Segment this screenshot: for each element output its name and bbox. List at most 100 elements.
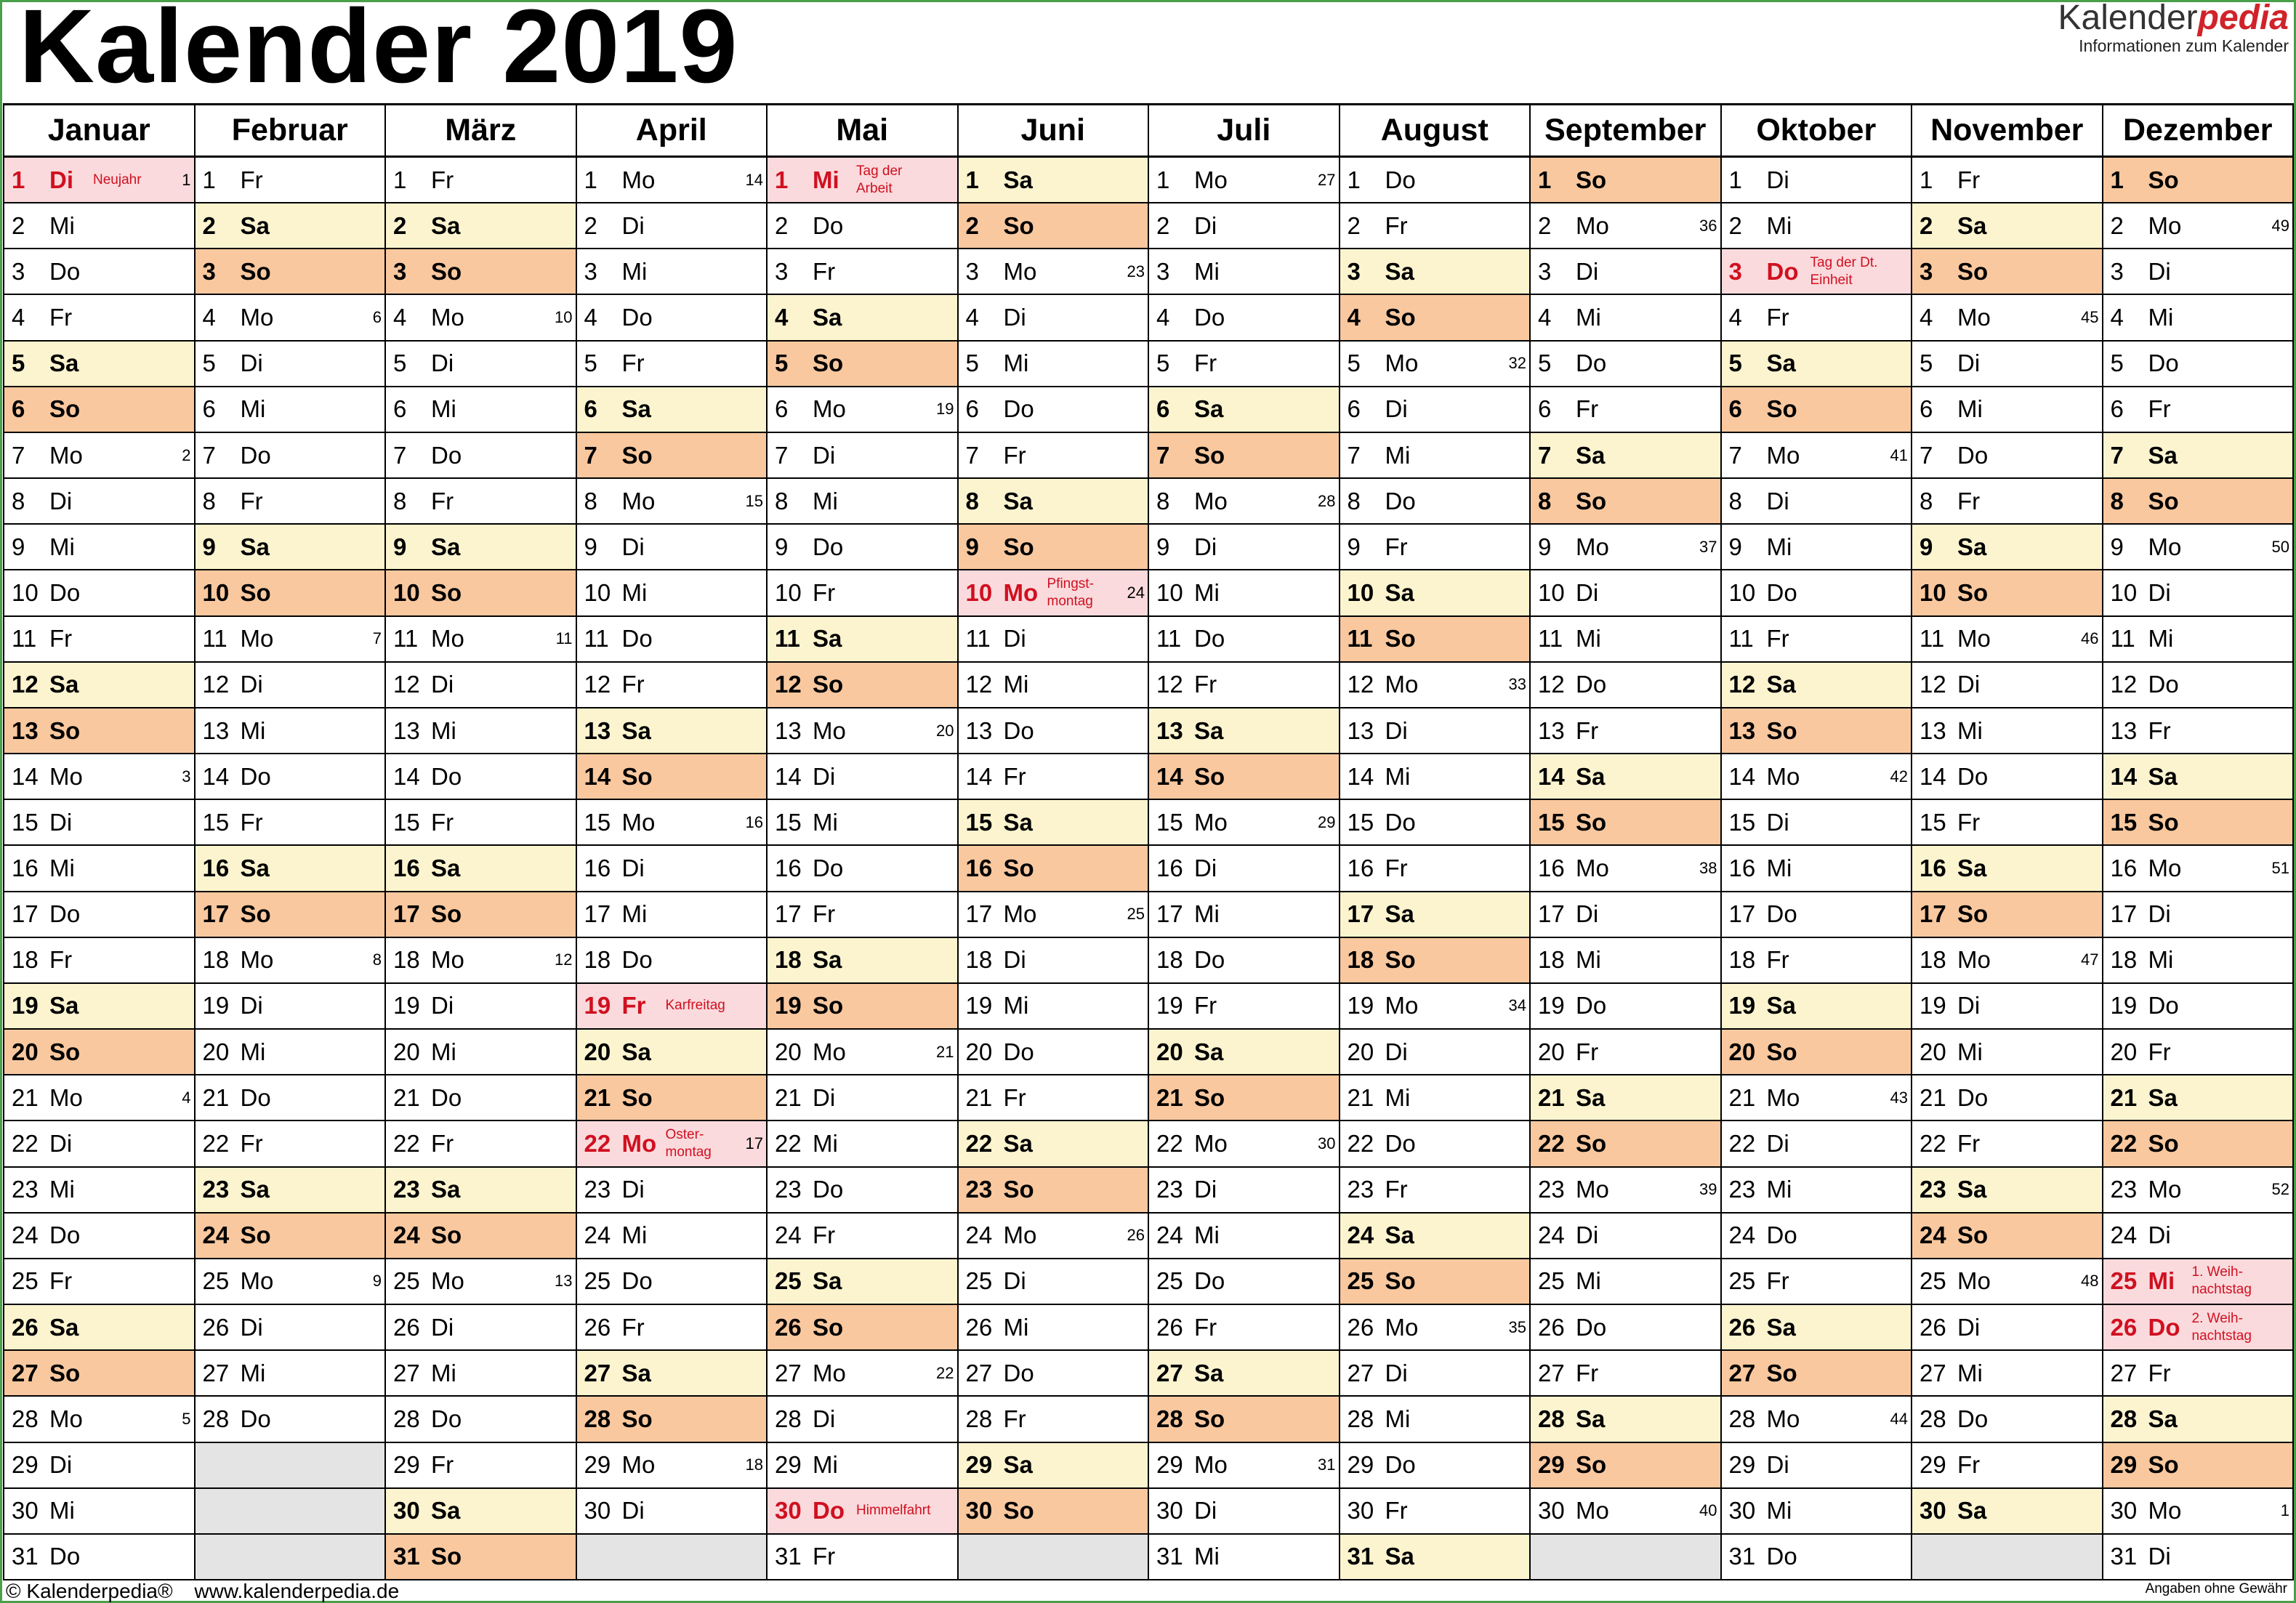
day-cell[interactable]: 10 Do (1721, 570, 1912, 617)
day-cell[interactable]: 6 Sa (576, 387, 768, 433)
day-cell[interactable]: 20 Di (1340, 1030, 1531, 1076)
day-cell[interactable]: 24 Sa (1340, 1213, 1531, 1259)
day-cell[interactable]: 14 Mo 3 (4, 754, 196, 801)
day-cell[interactable]: 1 Mi Tag der Arbeit (768, 158, 959, 204)
day-cell[interactable]: 27 Fr (2103, 1351, 2294, 1397)
day-cell[interactable]: 22 Mo Oster- montag 17 (576, 1121, 768, 1168)
day-cell[interactable]: 9 Fr (1340, 525, 1531, 571)
day-cell[interactable]: 7 Sa (1531, 432, 1722, 480)
day-cell[interactable]: 8 Sa (958, 479, 1149, 525)
day-cell[interactable]: 17 Sa (1340, 892, 1531, 938)
day-cell[interactable]: 16 Sa (386, 846, 577, 892)
day-cell[interactable]: 30 So (958, 1488, 1149, 1535)
day-cell[interactable]: 8 Fr (386, 479, 577, 525)
day-cell[interactable]: 22 Mo 30 (1149, 1121, 1340, 1168)
day-cell[interactable]: 19 Do (2103, 983, 2294, 1030)
day-cell[interactable]: 8 Di (4, 479, 196, 525)
day-cell[interactable]: 27 Do (958, 1351, 1149, 1397)
day-cell[interactable]: 11 Do (576, 616, 768, 663)
day-cell[interactable]: 12 Sa (4, 662, 196, 708)
day-cell[interactable]: 6 Mi (1912, 387, 2103, 433)
day-cell[interactable]: 24 So (386, 1213, 577, 1259)
day-cell[interactable]: 30 Mo 40 (1531, 1488, 1722, 1535)
day-cell[interactable]: 30 Di (1149, 1488, 1340, 1535)
day-cell[interactable]: 22 Mi (768, 1121, 959, 1168)
day-cell[interactable]: 10 Sa (1340, 570, 1531, 617)
day-cell[interactable]: 7 So (576, 432, 768, 480)
day-cell[interactable]: 31 Mi (1149, 1534, 1340, 1580)
day-cell[interactable]: 9 Do (768, 525, 959, 571)
day-cell[interactable]: 27 Di (1340, 1351, 1531, 1397)
day-cell[interactable]: 8 So (1531, 479, 1722, 525)
day-cell[interactable]: 21 Do (386, 1075, 577, 1122)
day-cell[interactable]: 12 Fr (1149, 662, 1340, 708)
day-cell[interactable]: 4 Di (958, 295, 1149, 342)
day-cell[interactable]: 3 So (1912, 249, 2103, 296)
day-cell[interactable]: 11 So (1340, 616, 1531, 663)
day-cell[interactable]: 8 Fr (1912, 479, 2103, 525)
day-cell[interactable]: 1 Mo 14 (576, 158, 768, 204)
day-cell[interactable]: 27 So (1721, 1351, 1912, 1397)
day-cell[interactable]: 18 Mi (1531, 937, 1722, 984)
footer-url[interactable]: www.kalenderpedia.de (194, 1580, 400, 1602)
day-cell[interactable]: 26 Sa (1721, 1305, 1912, 1352)
day-cell[interactable]: 8 Fr (195, 479, 386, 525)
day-cell[interactable]: 27 So (4, 1351, 196, 1397)
day-cell[interactable]: 8 Do (1340, 479, 1531, 525)
day-cell[interactable]: 18 Mo 47 (1912, 937, 2103, 984)
day-cell[interactable]: 24 Di (2103, 1213, 2294, 1259)
day-cell[interactable]: 25 Mi 1. Weih- nachtstag (2103, 1259, 2294, 1306)
day-cell[interactable]: 9 Mo 50 (2103, 525, 2294, 571)
day-cell[interactable]: 8 So (2103, 479, 2294, 525)
day-cell[interactable]: 23 Do (768, 1167, 959, 1214)
day-cell[interactable]: 9 Mi (1721, 525, 1912, 571)
day-cell[interactable]: 2 So (958, 203, 1149, 250)
day-cell[interactable]: 11 Sa (768, 616, 959, 663)
day-cell[interactable]: 7 Mo 41 (1721, 432, 1912, 480)
day-cell[interactable]: 13 Do (958, 708, 1149, 755)
day-cell[interactable]: 21 Fr (958, 1075, 1149, 1122)
day-cell[interactable]: 4 Do (576, 295, 768, 342)
day-cell[interactable]: 20 Mi (1912, 1030, 2103, 1076)
day-cell[interactable]: 18 Fr (4, 937, 196, 984)
day-cell[interactable]: 10 So (195, 570, 386, 617)
day-cell[interactable]: 26 Sa (4, 1305, 196, 1352)
day-cell[interactable]: 28 Di (768, 1397, 959, 1443)
day-cell[interactable]: 24 Do (1721, 1213, 1912, 1259)
day-cell[interactable]: 16 Sa (195, 846, 386, 892)
day-cell[interactable]: 12 Do (2103, 662, 2294, 708)
day-cell[interactable]: 23 Mi (1721, 1167, 1912, 1214)
day-cell[interactable]: 27 Mo 22 (768, 1351, 959, 1397)
day-cell[interactable]: 20 Sa (1149, 1030, 1340, 1076)
day-cell[interactable]: 22 Fr (195, 1121, 386, 1168)
day-cell[interactable]: 18 Mo 8 (195, 937, 386, 984)
day-cell[interactable]: 26 Do 2. Weih- nachtstag (2103, 1305, 2294, 1352)
day-cell[interactable]: 4 Sa (768, 295, 959, 342)
day-cell[interactable]: 29 So (2103, 1442, 2294, 1489)
day-cell[interactable]: 10 So (1912, 570, 2103, 617)
day-cell[interactable]: 2 Di (1149, 203, 1340, 250)
day-cell[interactable]: 9 Sa (195, 525, 386, 571)
day-cell[interactable]: 5 Fr (1149, 341, 1340, 387)
day-cell[interactable]: 14 Mo 42 (1721, 754, 1912, 801)
day-cell[interactable]: 4 Mo 10 (386, 295, 577, 342)
day-cell[interactable]: 14 Do (195, 754, 386, 801)
day-cell[interactable]: 17 So (195, 892, 386, 938)
day-cell[interactable]: 24 Mo 26 (958, 1213, 1149, 1259)
day-cell[interactable]: 3 Sa (1340, 249, 1531, 296)
day-cell[interactable]: 29 So (1531, 1442, 1722, 1489)
day-cell[interactable]: 10 Mi (1149, 570, 1340, 617)
day-cell[interactable]: 7 Do (1912, 432, 2103, 480)
day-cell[interactable]: 29 Fr (386, 1442, 577, 1489)
day-cell[interactable]: 6 Fr (1531, 387, 1722, 433)
day-cell[interactable]: 28 Sa (2103, 1397, 2294, 1443)
day-cell[interactable]: 31 Do (4, 1534, 196, 1580)
day-cell[interactable]: 28 So (1149, 1397, 1340, 1443)
day-cell[interactable]: 17 Mi (576, 892, 768, 938)
day-cell[interactable]: 16 Di (576, 846, 768, 892)
day-cell[interactable]: 26 Di (1912, 1305, 2103, 1352)
day-cell[interactable]: 9 So (958, 525, 1149, 571)
day-cell[interactable]: 1 Fr (1912, 158, 2103, 204)
day-cell[interactable]: 19 Di (195, 983, 386, 1030)
day-cell[interactable]: 29 Sa (958, 1442, 1149, 1489)
